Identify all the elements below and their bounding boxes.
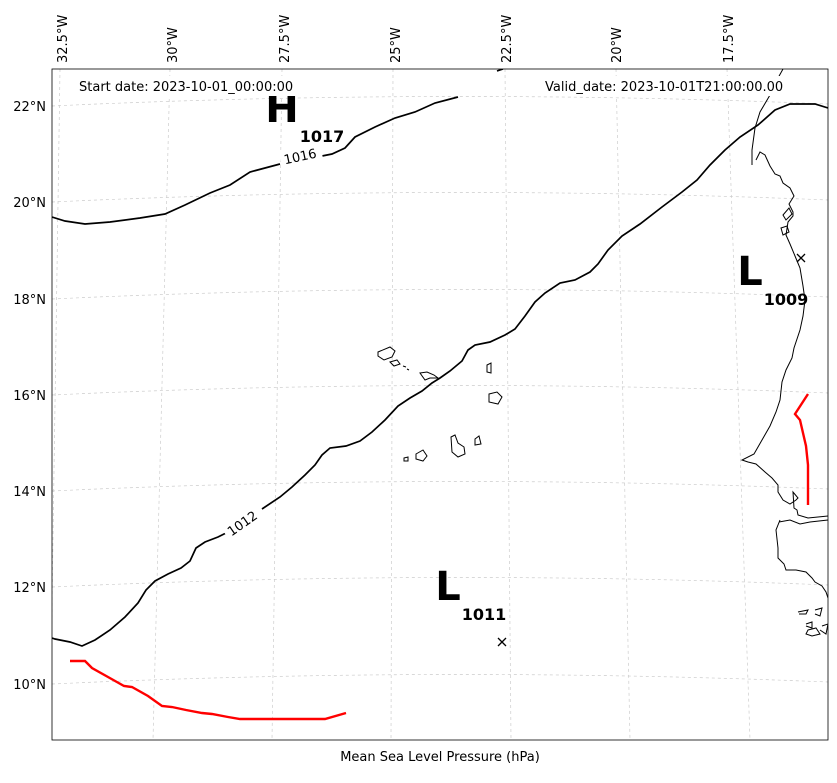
map-frame bbox=[51, 68, 829, 741]
senegal-river-banks bbox=[780, 207, 793, 236]
low-center-1009: L 1009 bbox=[737, 249, 808, 309]
parallel-18n bbox=[52, 289, 828, 300]
low-value-1009: 1009 bbox=[764, 290, 809, 309]
island-brava bbox=[403, 456, 409, 462]
low-center-1011: L 1011 bbox=[435, 564, 506, 624]
lat-label-12n: 12°N bbox=[13, 581, 46, 596]
latitude-labels: 22°N 20°N 18°N 16°N 14°N 12°N 10°N bbox=[13, 100, 46, 693]
africa-coastline-bijagos bbox=[797, 607, 828, 637]
longitude-labels: 32.5°W 30°W 27.5°W 25°W 22.5°W 20°W 17.5… bbox=[56, 15, 737, 63]
meridian-27-5w bbox=[271, 69, 283, 740]
isobar-label-1016: 1016 bbox=[283, 147, 318, 169]
meridian-22-5w bbox=[504, 69, 512, 740]
lon-label-17-5w: 17.5°W bbox=[722, 15, 737, 63]
island-maio bbox=[474, 435, 482, 446]
cape-verde-islands bbox=[377, 346, 503, 462]
low-center-marker-1009 bbox=[796, 253, 806, 263]
lat-label-10n: 10°N bbox=[13, 678, 46, 693]
low-letter-1011: L bbox=[435, 564, 461, 610]
valid-date: Valid_date: 2023-10-01T21:00:00.00 bbox=[545, 80, 783, 95]
high-value: 1017 bbox=[300, 127, 345, 146]
lon-label-20w: 20°W bbox=[610, 27, 625, 63]
parallel-12n bbox=[52, 577, 828, 588]
meridian-30w bbox=[152, 69, 171, 740]
start-date: Start date: 2023-10-01_00:00:00 bbox=[79, 80, 293, 95]
lon-label-30w: 30°W bbox=[166, 27, 181, 63]
lon-label-22-5w: 22.5°W bbox=[500, 15, 515, 63]
front-southwest bbox=[70, 659, 347, 721]
island-sal bbox=[486, 362, 492, 374]
island-santa-luzia bbox=[402, 365, 410, 371]
parallel-14n bbox=[52, 481, 828, 492]
gridlines bbox=[52, 69, 828, 740]
island-santo-antao bbox=[377, 346, 396, 361]
lat-label-22n: 22°N bbox=[13, 100, 46, 115]
lon-label-27-5w: 27.5°W bbox=[278, 15, 293, 63]
valid-date-bg bbox=[540, 76, 804, 96]
lat-label-14n: 14°N bbox=[13, 485, 46, 500]
low-value-1011: 1011 bbox=[462, 605, 507, 624]
plot-area bbox=[52, 69, 828, 740]
isobar-1012 bbox=[52, 531, 229, 647]
africa-coastline bbox=[740, 69, 828, 599]
parallel-16n bbox=[52, 385, 828, 396]
lat-label-16n: 16°N bbox=[13, 389, 46, 404]
start-date-bg bbox=[74, 76, 312, 96]
island-boa-vista bbox=[488, 391, 503, 405]
meridian-20w bbox=[615, 69, 631, 740]
low-letter-1009: L bbox=[737, 249, 763, 295]
map-caption: Mean Sea Level Pressure (hPa) bbox=[340, 750, 540, 765]
parallel-20n bbox=[52, 192, 828, 203]
lat-label-18n: 18°N bbox=[13, 293, 46, 308]
isobar-label-1012-bg bbox=[220, 504, 264, 542]
front-east-coast bbox=[793, 393, 810, 505]
isobar-1016-east bbox=[261, 103, 828, 510]
parallel-22n bbox=[52, 96, 828, 107]
lon-label-25w: 25°W bbox=[389, 27, 404, 63]
meridian-25w bbox=[390, 69, 394, 740]
meridian-17-5w bbox=[726, 69, 751, 740]
lon-label-32-5w: 32.5°W bbox=[56, 15, 71, 63]
island-santiago bbox=[450, 434, 466, 458]
isobar-label-1016-bg bbox=[278, 141, 324, 168]
island-fogo bbox=[415, 449, 428, 462]
parallel-10n bbox=[52, 674, 828, 685]
island-sao-vicente bbox=[389, 359, 401, 367]
island-sao-nicolau bbox=[419, 371, 440, 381]
lat-label-20n: 20°N bbox=[13, 196, 46, 211]
low-center-marker-1011 bbox=[497, 637, 507, 647]
